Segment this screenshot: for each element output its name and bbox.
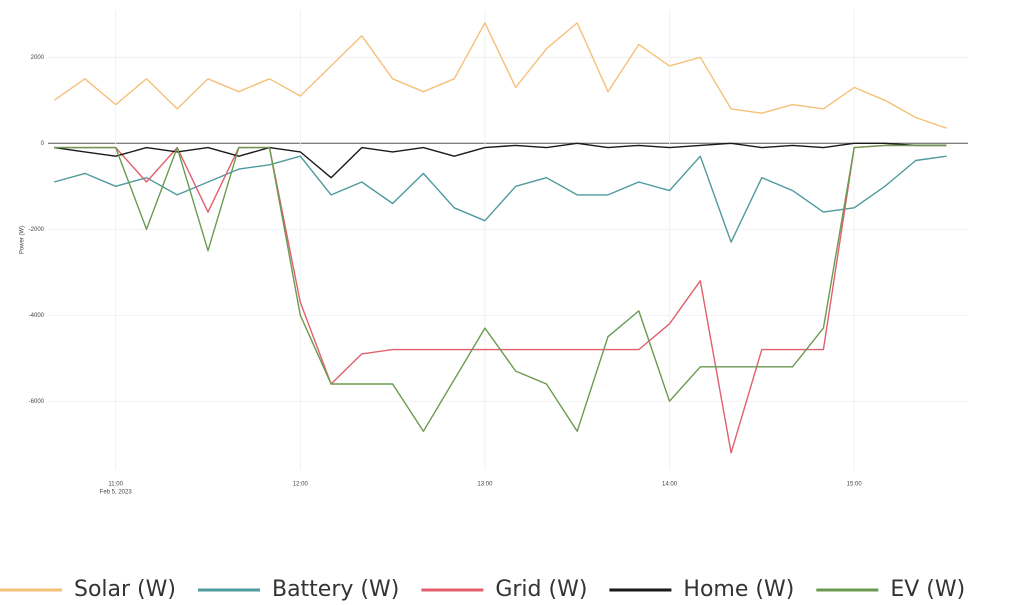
x-date-label: Feb 5, 2023 bbox=[100, 490, 133, 496]
series-line bbox=[54, 155, 947, 243]
x-tick-label: 12:00 bbox=[293, 482, 309, 488]
x-tick-label: 11:00 bbox=[108, 482, 123, 488]
legend-label: Solar (W) bbox=[74, 577, 176, 602]
y-tick-label: -6000 bbox=[29, 399, 45, 405]
legend-item: EV (W) bbox=[816, 577, 965, 602]
series-line bbox=[54, 144, 947, 432]
series-line bbox=[53, 22, 947, 129]
legend-label: EV (W) bbox=[890, 577, 965, 602]
legend-label: Grid (W) bbox=[495, 577, 587, 602]
legend-item: Solar (W) bbox=[0, 577, 176, 602]
series-line bbox=[54, 142, 947, 179]
legend-item: Grid (W) bbox=[421, 577, 587, 602]
legend-label: Battery (W) bbox=[272, 577, 399, 602]
legend-item: Home (W) bbox=[609, 577, 794, 602]
x-tick-label: 13:00 bbox=[477, 482, 493, 488]
x-tick-label: 14:00 bbox=[662, 482, 678, 488]
y-tick-label: -2000 bbox=[29, 227, 45, 233]
x-tick-label: 15:00 bbox=[847, 482, 863, 488]
y-tick-label: 0 bbox=[41, 141, 45, 147]
series-line bbox=[54, 144, 947, 454]
y-axis-label: Power (W) bbox=[20, 226, 26, 254]
y-tick-label: -4000 bbox=[29, 313, 45, 319]
y-tick-label: 2000 bbox=[31, 55, 45, 61]
legend-item: Battery (W) bbox=[197, 577, 399, 602]
legend-label: Home (W) bbox=[683, 577, 794, 602]
